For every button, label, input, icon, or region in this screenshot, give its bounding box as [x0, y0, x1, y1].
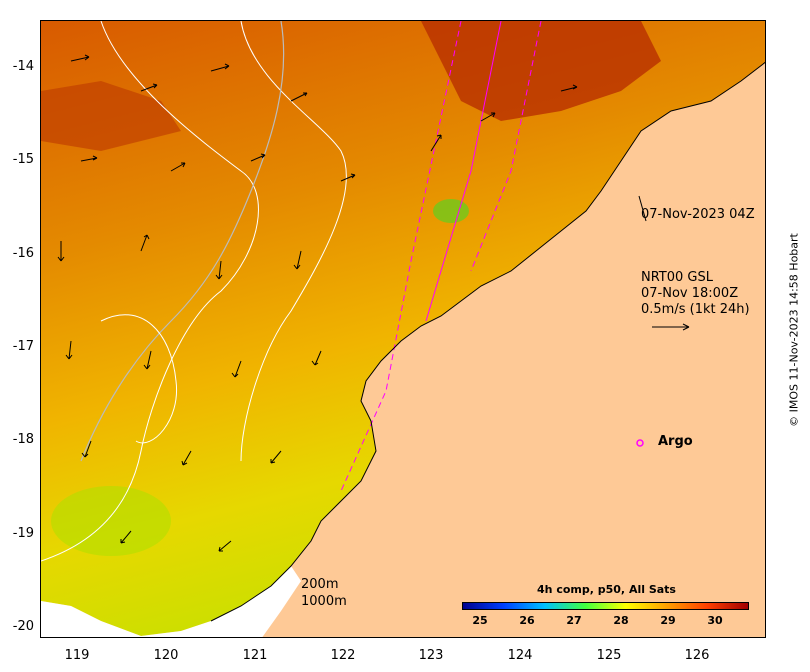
coastal-land-gap	[41, 566, 301, 637]
ocean-sst-field	[41, 21, 765, 636]
colorbar-label: 29	[660, 614, 676, 627]
scale-arrow	[652, 323, 690, 331]
y-tick-label: -15	[12, 152, 34, 167]
x-tick-label: 126	[684, 648, 710, 663]
colorbar: 4h comp, p50, All Sats 25 26 27 28 29 30	[455, 583, 758, 632]
current-scale-label: 0.5m/s (1kt 24h)	[641, 302, 750, 317]
contour-line	[41, 21, 259, 562]
current-product-label: NRT00 GSL	[641, 270, 713, 285]
x-tick-label: 119	[64, 648, 90, 663]
colorbar-title: 4h comp, p50, All Sats	[537, 583, 676, 596]
warm-band	[421, 21, 661, 121]
colorbar-strip	[462, 602, 749, 610]
colorbar-label: 28	[613, 614, 629, 627]
colorbar-label: 30	[707, 614, 723, 627]
current-time-label: 07-Nov 18:00Z	[641, 286, 739, 301]
y-tick-label: -14	[12, 59, 34, 74]
timestamp-label: 07-Nov-2023 04Z	[641, 207, 755, 222]
contour-line	[100, 314, 178, 444]
track-line	[470, 21, 542, 272]
cool-patch	[433, 199, 469, 223]
x-tick-label: 121	[242, 648, 268, 663]
contour-1000-label: 1000m	[301, 594, 347, 609]
track-line	[340, 21, 462, 492]
x-tick-label: 124	[507, 648, 533, 663]
x-tick-label: 122	[330, 648, 356, 663]
colorbar-label: 27	[566, 614, 582, 627]
x-tick-label: 125	[596, 648, 622, 663]
colorbar-label: 26	[519, 614, 535, 627]
contour-200-label: 200m	[301, 577, 339, 592]
y-tick-label: -17	[12, 339, 34, 354]
timestamp-leader	[638, 195, 647, 222]
y-tick-label: -19	[12, 526, 34, 541]
argo-label: Argo	[658, 434, 693, 449]
sst-map[interactable]	[40, 20, 766, 638]
colorbar-label: 25	[472, 614, 488, 627]
shelf-break	[80, 21, 285, 462]
y-tick-label: -16	[12, 246, 34, 261]
coastline	[210, 61, 765, 622]
warm-band-west	[41, 81, 181, 151]
contour-line	[240, 21, 347, 462]
x-tick-label: 120	[153, 648, 179, 663]
y-tick-label: -18	[12, 432, 34, 447]
x-tick-label: 123	[418, 648, 444, 663]
argo-marker	[636, 439, 644, 447]
map-canvas	[41, 21, 765, 637]
y-tick-label: -20	[12, 619, 34, 634]
track-line	[425, 21, 502, 322]
credit-label: © IMOS 11-Nov-2023 14:58 Hobart	[787, 233, 801, 427]
cool-patch	[51, 486, 171, 556]
current-vectors	[57, 54, 578, 552]
